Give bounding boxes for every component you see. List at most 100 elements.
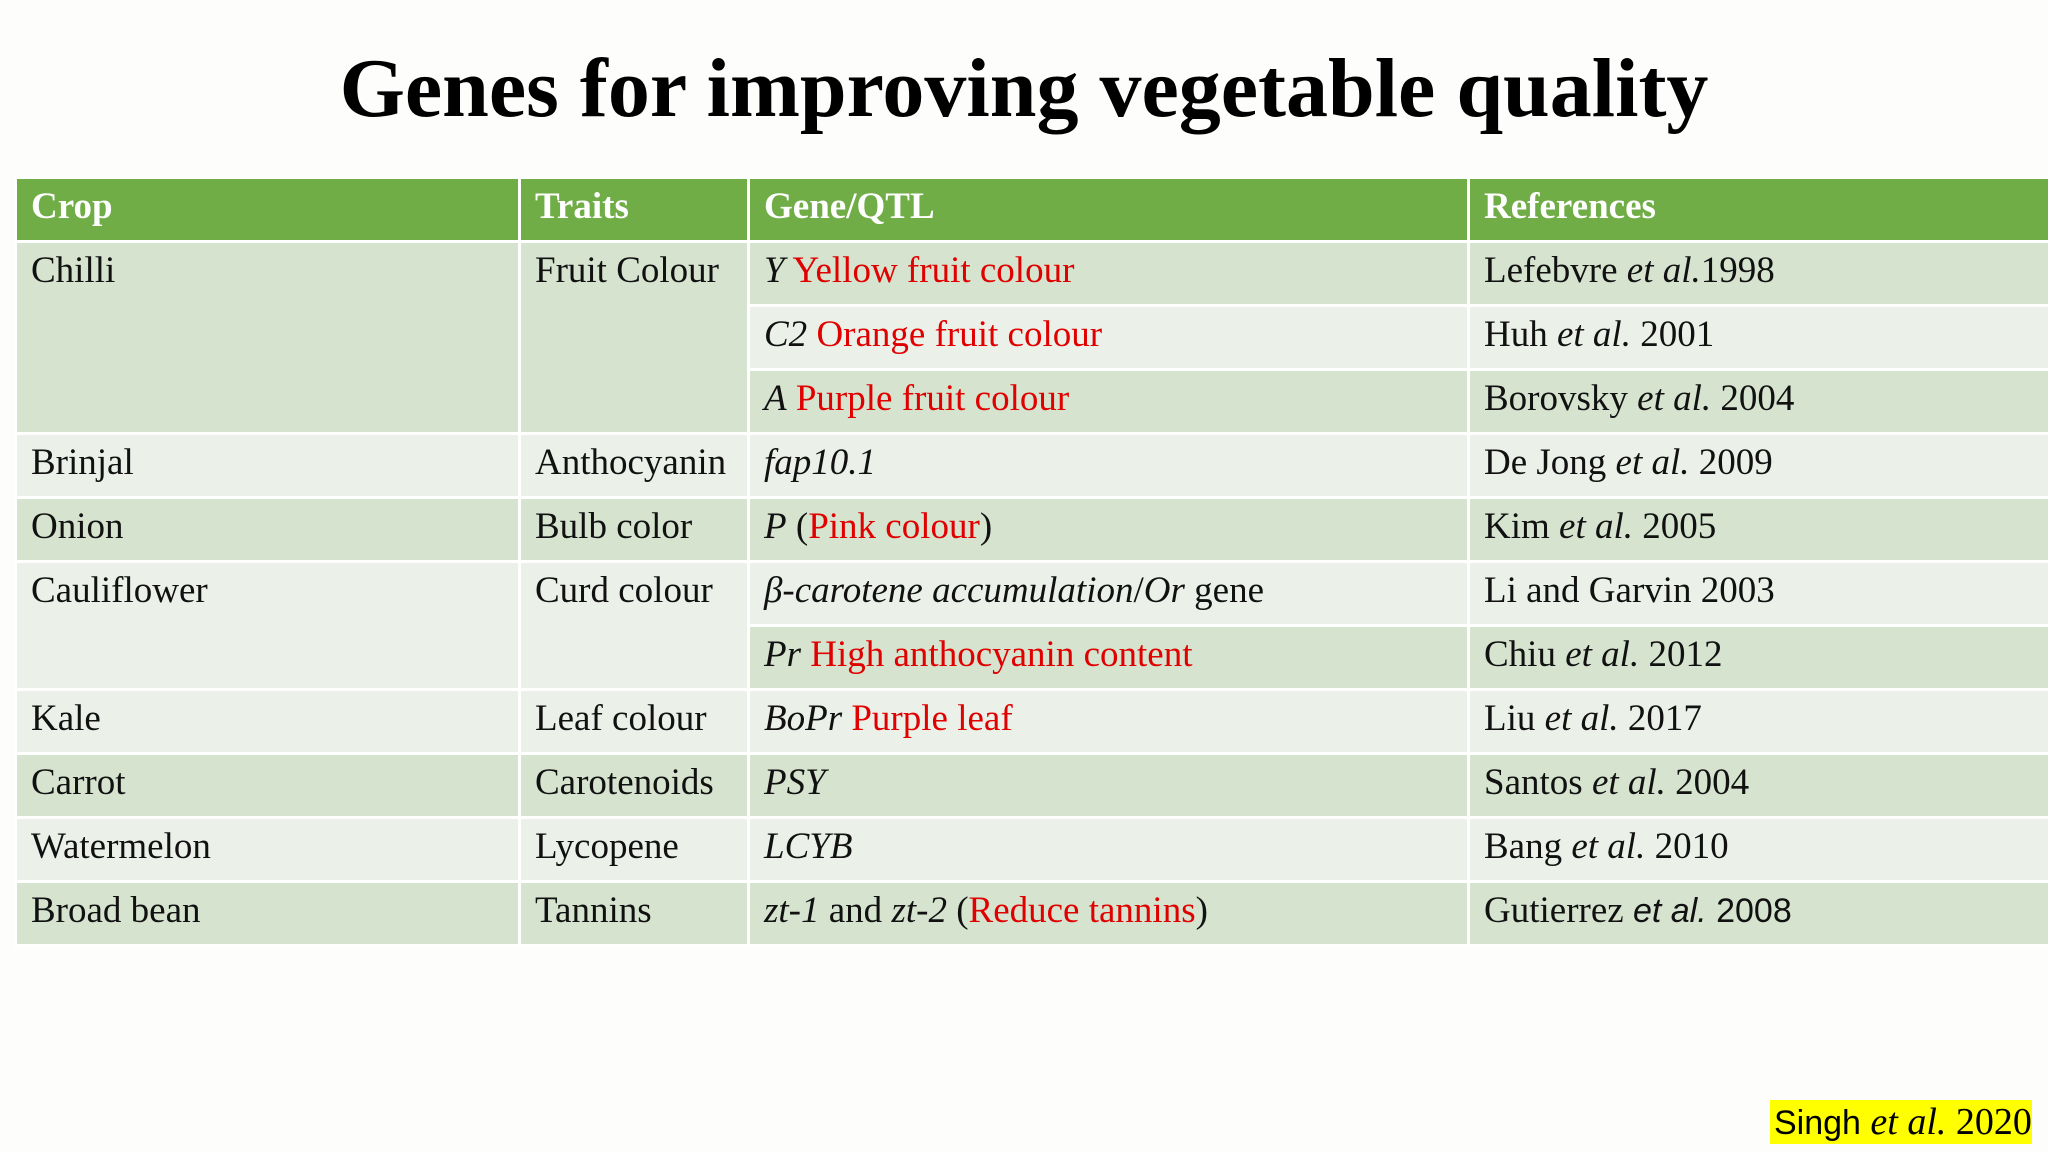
trait-cell: Fruit Colour [518, 240, 750, 435]
ref-author: Borovsky [1484, 378, 1638, 419]
ref-cell: Lefebvre et al.1998 [1467, 240, 2048, 307]
ref-etal: et al. [1571, 826, 1646, 867]
citation-etal: et al. [1870, 1101, 1947, 1143]
gene-cell: PSY [747, 752, 1470, 819]
header-cell: Traits [518, 176, 750, 243]
gene-desc: Purple fruit colour [786, 378, 1070, 419]
ref-cell: Santos et al. 2004 [1467, 752, 2048, 819]
row: Cauliflower Curd colour β-carotene accum… [14, 560, 2048, 691]
ref-author: Huh [1484, 314, 1557, 355]
trait-cell: Bulb color [518, 496, 750, 563]
header-cell: References [1467, 176, 2048, 243]
ref-etal: et al. [1559, 506, 1634, 547]
slide-title: Genes for improving vegetable quality [339, 42, 1709, 135]
ref-year: 2008 [1706, 892, 1792, 930]
ref-author: Kim [1484, 506, 1560, 547]
gene-text: ) [979, 506, 993, 547]
gene-name: Y [764, 250, 785, 291]
ref-year: 2012 [1639, 634, 1723, 675]
ref-etal: et al. [1565, 634, 1640, 675]
ref-cell: Li and Garvin 2003 [1467, 560, 2048, 627]
ref-etal: et al. [1632, 892, 1707, 930]
genes-table: Crop Traits Gene/QTL References Chilli F… [14, 176, 2048, 947]
ref-etal: et al. [1591, 762, 1666, 803]
gene-name: Pr [764, 634, 801, 675]
row: Kale Leaf colour BoPr Purple leaf Liu et… [14, 688, 2048, 755]
gene-desc: Purple leaf [842, 698, 1013, 739]
gene-text: ( [946, 890, 969, 931]
header-cell: Crop [14, 176, 521, 243]
crop-cell: Chilli [14, 240, 521, 435]
ref-author: Gutierrez [1484, 890, 1633, 931]
row: Pr High anthocyanin content Chiu et al. … [16, 624, 2048, 691]
gene-cell: fap10.1 [747, 432, 1470, 499]
gene-name: PSY [764, 762, 826, 803]
gene-name: β-carotene accumulation [764, 570, 1134, 611]
gene-name: LCYB [764, 826, 853, 867]
trait-cell: Lycopene [518, 816, 750, 883]
crop-cell: Cauliflower [14, 560, 521, 691]
ref-cell: De Jong et al. 2009 [1467, 432, 2048, 499]
ref-author: Liu [1484, 698, 1545, 739]
row: Onion Bulb color P (Pink colour) Kim et … [14, 496, 2048, 563]
crop-cell: Broad bean [14, 880, 521, 947]
gene-name: A [764, 378, 787, 419]
gene-cell: Pr High anthocyanin content [747, 624, 1470, 691]
ref-cell: Gutierrez et al. 2008 [1467, 880, 2048, 947]
trait-cell: Carotenoids [518, 752, 750, 819]
ref-year: 2004 [1711, 378, 1795, 419]
row: Chilli Fruit Colour Y Yellow fruit colou… [14, 240, 2048, 435]
gene-text: gene [1184, 570, 1264, 611]
ref-year: 2004 [1665, 762, 1750, 803]
gene-desc: Pink colour [808, 506, 980, 547]
gene-cell: A Purple fruit colour [747, 368, 1470, 435]
ref-author: Santos [1484, 762, 1592, 803]
gene-cell: zt-1 and zt-2 (Reduce tannins) [747, 880, 1470, 947]
ref-year: 2001 [1630, 314, 1715, 355]
ref-cell: Borovsky et al. 2004 [1467, 368, 2048, 435]
ref-etal: et al. [1615, 442, 1690, 483]
gene-name: BoPr [764, 698, 843, 739]
ref-cell: Huh et al. 2001 [1467, 304, 2048, 371]
gene-name: fap10.1 [764, 442, 877, 483]
gene-text: ( [786, 506, 809, 547]
ref-year: 2005 [1633, 506, 1717, 547]
ref-author: Bang [1484, 826, 1572, 867]
ref-cell: Kim et al. 2005 [1467, 496, 2048, 563]
gene-name: Or [1143, 570, 1185, 611]
citation-author: Singh [1774, 1104, 1871, 1142]
gene-desc: Yellow fruit colour [784, 250, 1075, 291]
row: Brinjal Anthocyanin fap10.1 De Jong et a… [14, 432, 2048, 499]
trait-cell: Curd colour [518, 560, 750, 691]
ref-year: 2009 [1689, 442, 1773, 483]
crop-cell: Onion [14, 496, 521, 563]
trait-cell: Tannins [518, 880, 750, 947]
ref-year: 2017 [1618, 698, 1702, 739]
ref-etal: et al. [1626, 250, 1701, 291]
row: Broad bean Tannins zt-1 and zt-2 (Reduce… [14, 880, 2048, 947]
gene-cell: C2 Orange fruit colour [747, 304, 1470, 371]
citation: Singh et al. 2020 [1770, 1100, 2032, 1144]
crop-cell: Carrot [14, 752, 521, 819]
row: Carrot Carotenoids PSY Santos et al. 200… [14, 752, 2048, 819]
row: A Purple fruit colour Borovsky et al. 20… [16, 368, 2048, 435]
gene-desc: Reduce tannins [968, 890, 1196, 931]
gene-name: zt-1 [764, 890, 820, 931]
gene-cell: P (Pink colour) [747, 496, 1470, 563]
gene-name: P [764, 506, 787, 547]
ref-author: Chiu [1484, 634, 1566, 675]
ref-year: 1998 [1700, 250, 1775, 291]
ref-etal: et al. [1556, 314, 1631, 355]
row: Watermelon Lycopene LCYB Bang et al. 201… [14, 816, 2048, 883]
gene-cell: Y Yellow fruit colour [747, 240, 1470, 307]
ref-author: De Jong [1484, 442, 1616, 483]
row: C2 Orange fruit colour Huh et al. 2001 [16, 304, 2048, 371]
header-row: Crop Traits Gene/QTL References [14, 176, 2048, 243]
gene-cell: LCYB [747, 816, 1470, 883]
gene-name: zt-2 [891, 890, 947, 931]
gene-cell: β-carotene accumulation/Or gene [747, 560, 1470, 627]
crop-cell: Kale [14, 688, 521, 755]
gene-text: and [819, 890, 892, 931]
ref-etal: et al. [1544, 698, 1619, 739]
